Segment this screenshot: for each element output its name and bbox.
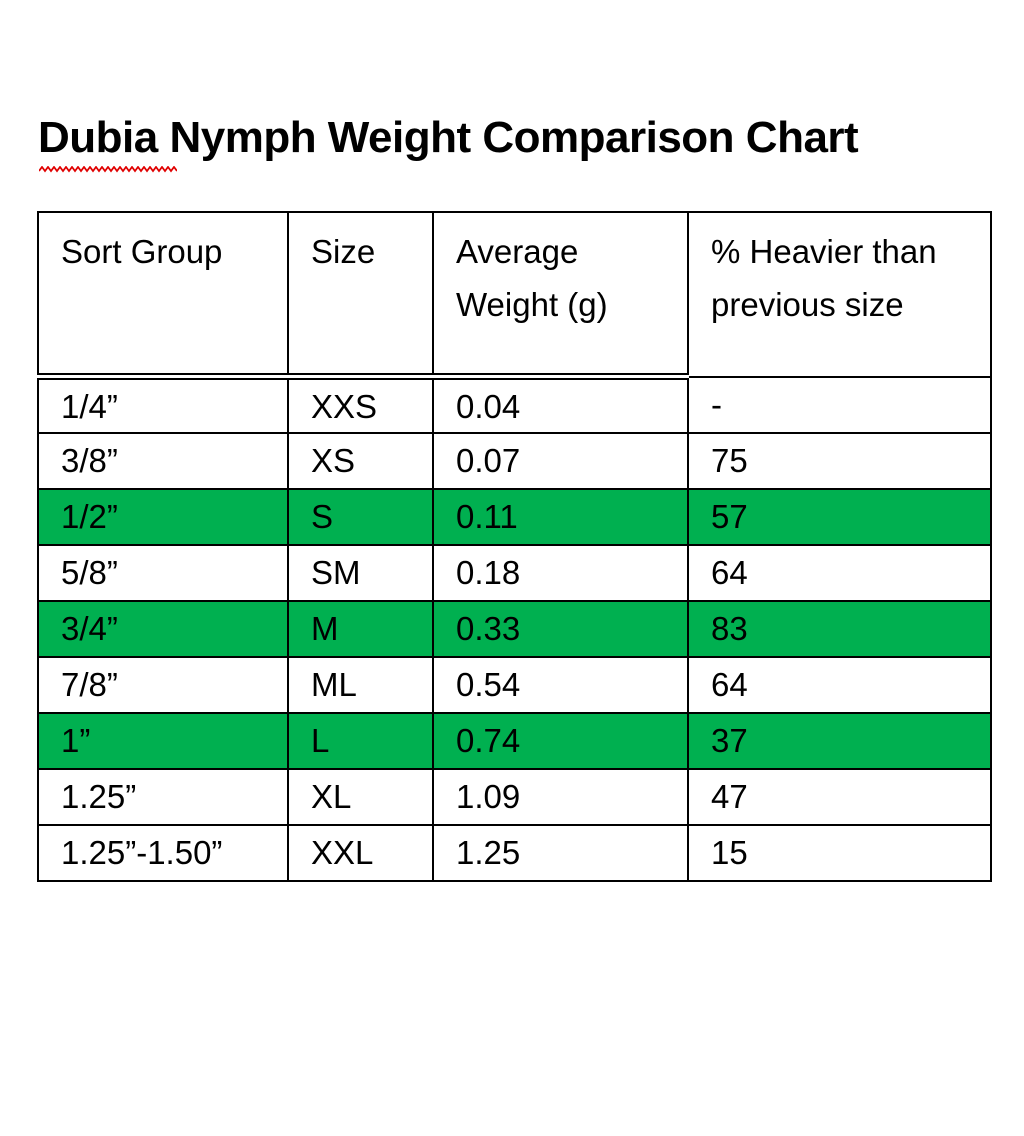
table-cell: 37 (687, 711, 992, 770)
table-cell: 64 (687, 543, 992, 602)
table-cell: 1/4” (37, 375, 289, 434)
table-cell: 0.33 (432, 599, 689, 658)
table-cell: L (287, 711, 434, 770)
table-cell: 75 (687, 431, 992, 490)
table-row: 7/8” ML 0.54 64 (37, 655, 992, 714)
table-body: 1/4” XXS 0.04-3/8” XS 0.07 75 1/2” S 0.11 57 5/8” S… (37, 375, 992, 882)
table-cell: S (287, 487, 434, 546)
table-cell: ML (287, 655, 434, 714)
weight-comparison-table: Sort Group Size Average Weight (g) % Hea… (37, 210, 992, 882)
header-average-weight: Average Weight (g) (432, 210, 689, 381)
table-row: 1/4” XXS 0.04- (37, 375, 992, 434)
table-row: 1.25”-1.50” XXL 1.25 15 (37, 823, 992, 882)
table-cell: SM (287, 543, 434, 602)
table-row: 3/8” XS 0.07 75 (37, 431, 992, 490)
page-title: Dubia Nymph Weight Comparison Chart (38, 112, 1024, 173)
spellcheck-squiggle-icon (39, 165, 177, 173)
table-cell: 83 (687, 599, 992, 658)
table-row: 1/2” S 0.11 57 (37, 487, 992, 546)
header-sort-group: Sort Group (37, 210, 289, 381)
table-row: 3/4” M 0.33 83 (37, 599, 992, 658)
table-cell: 0.54 (432, 655, 689, 714)
header-size: Size (287, 210, 434, 381)
title-word-dubia: Dubia (38, 113, 158, 162)
table-cell: 3/8” (37, 431, 289, 490)
table-cell: XXL (287, 823, 434, 882)
table-cell: 15 (687, 823, 992, 882)
table-cell: 47 (687, 767, 992, 826)
table-cell: 1.09 (432, 767, 689, 826)
table-cell: 5/8” (37, 543, 289, 602)
table-cell: 7/8” (37, 655, 289, 714)
misspelled-word: Dubia (38, 112, 177, 173)
title-rest: Nymph Weight Comparison Chart (157, 113, 859, 162)
table-cell: 0.11 (432, 487, 689, 546)
table-cell: 0.07 (432, 431, 689, 490)
table-cell: 1” (37, 711, 289, 770)
header-percent-heavier: % Heavier than previous size (687, 210, 992, 378)
table-cell: XS (287, 431, 434, 490)
table-cell: 0.74 (432, 711, 689, 770)
table-cell: 0.18 (432, 543, 689, 602)
table-cell: XL (287, 767, 434, 826)
table-header: Sort Group Size Average Weight (g) % Hea… (37, 210, 992, 381)
table-cell: 3/4” (37, 599, 289, 658)
table-cell: 64 (687, 655, 992, 714)
table-cell: 1.25”-1.50” (37, 823, 289, 882)
table-cell: 1/2” (37, 487, 289, 546)
table-cell: M (287, 599, 434, 658)
table-cell: 1.25 (432, 823, 689, 882)
table-cell: XXS (287, 375, 434, 434)
table-cell: 0.04 (432, 375, 689, 434)
table-cell: 57 (687, 487, 992, 546)
table-row: 5/8” SM 0.18 64 (37, 543, 992, 602)
table-row: 1.25” XL 1.09 47 (37, 767, 992, 826)
table-row: 1” L 0.74 37 (37, 711, 992, 770)
table-cell: 1.25” (37, 767, 289, 826)
header-row: Sort Group Size Average Weight (g) % Hea… (37, 210, 992, 381)
table-cell: - (687, 375, 992, 434)
